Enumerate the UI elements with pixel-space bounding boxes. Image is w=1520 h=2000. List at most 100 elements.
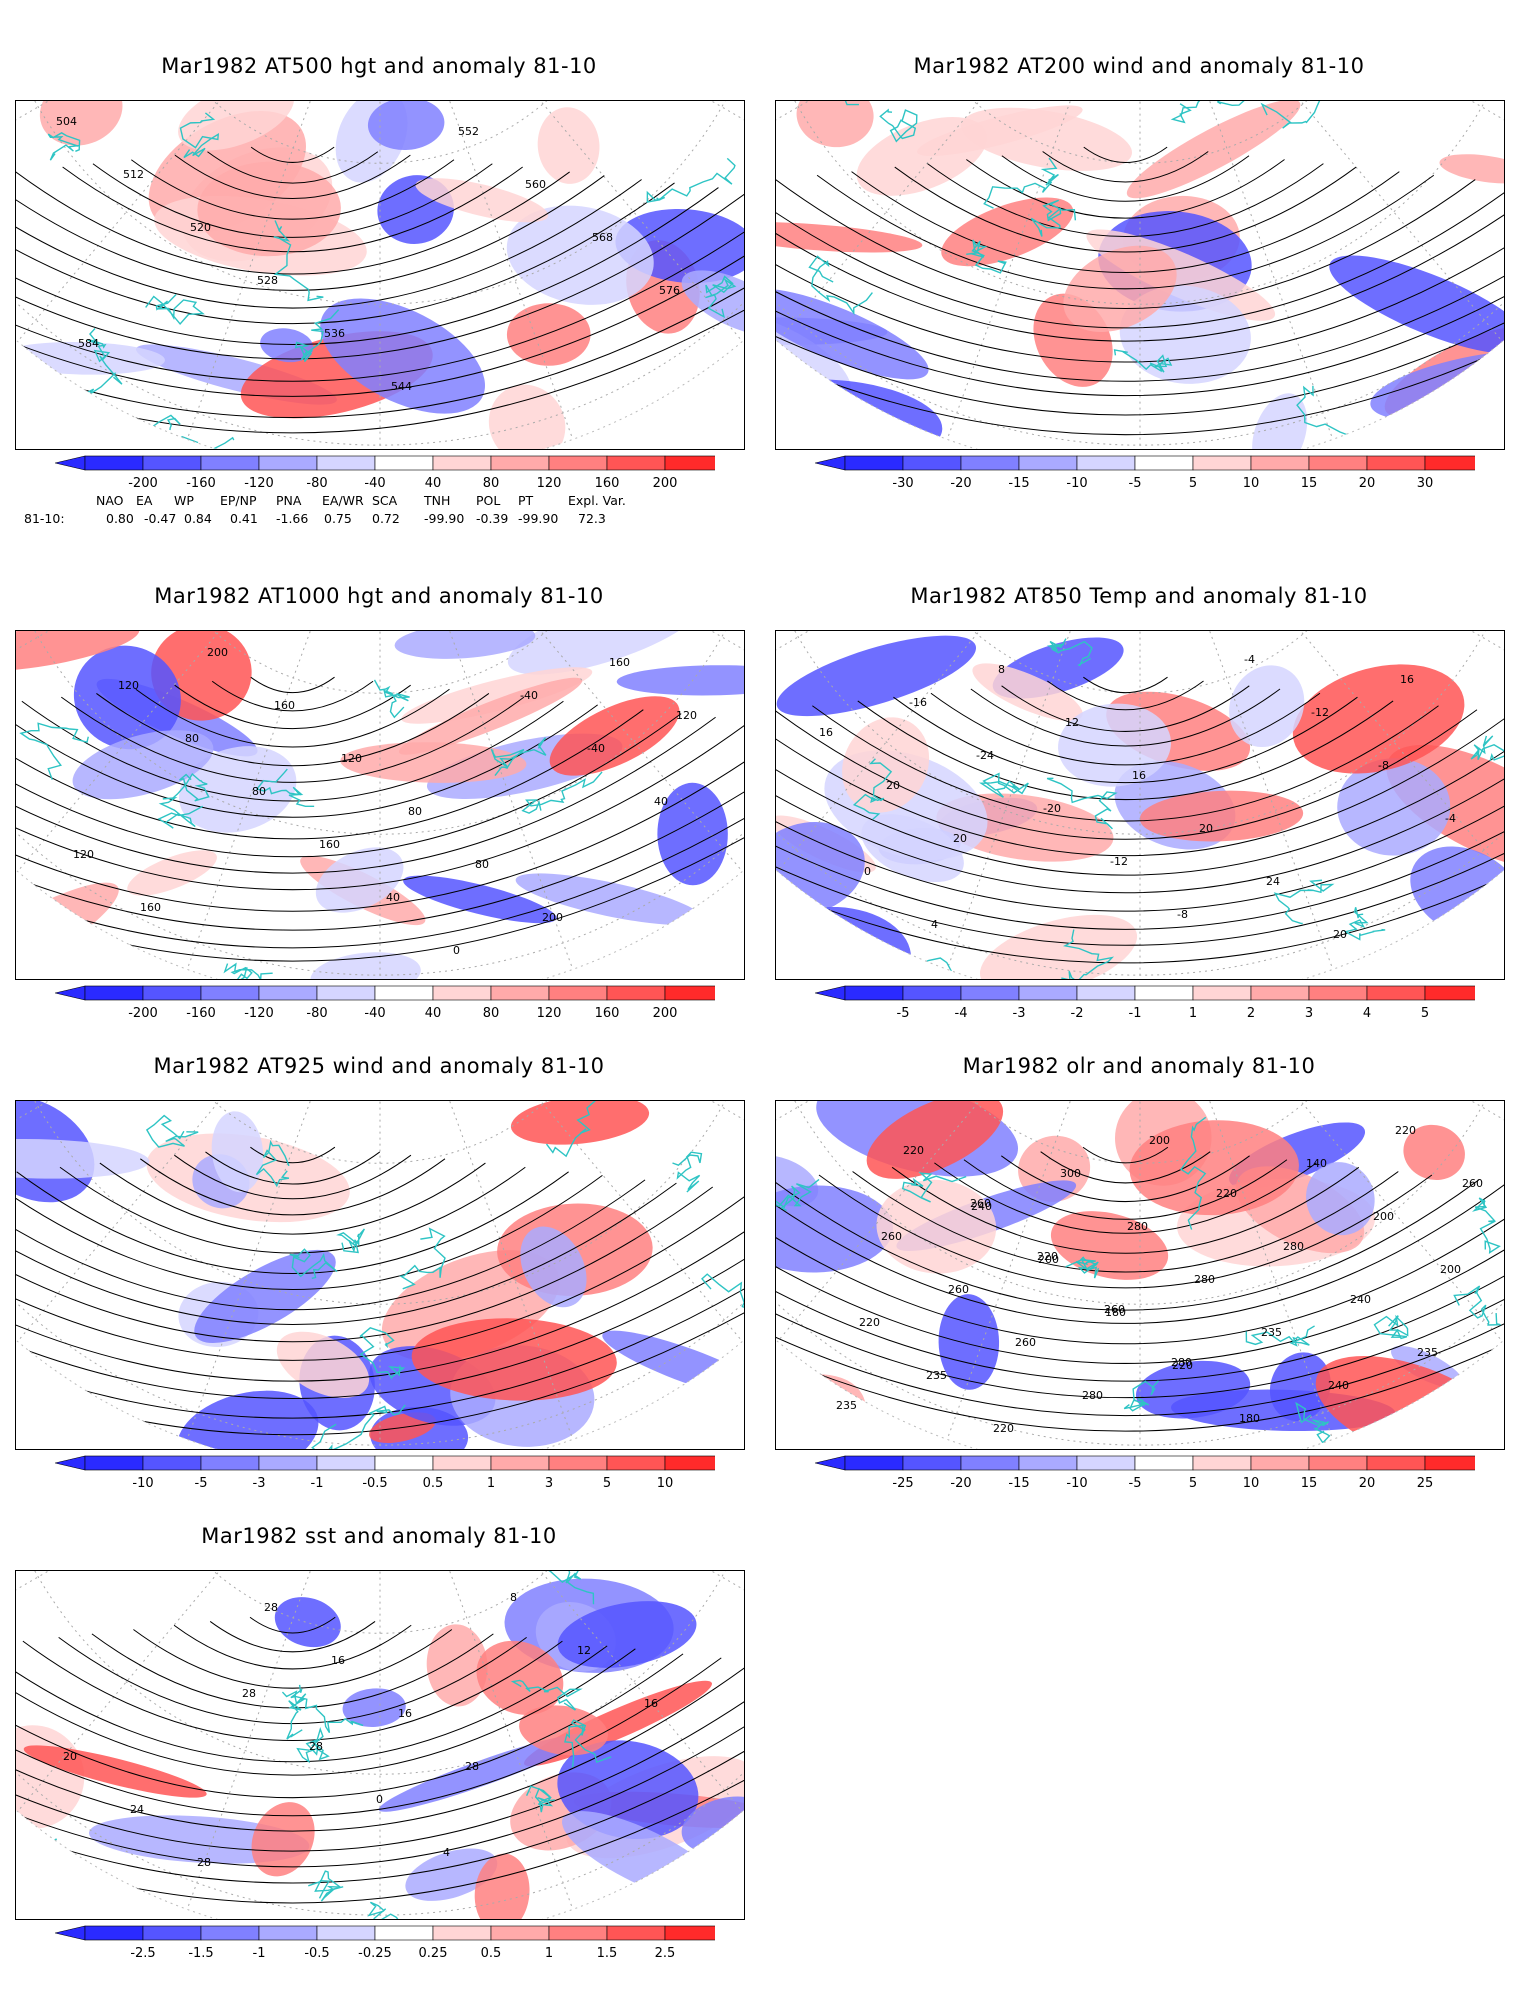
contour-label: -24 [976,749,994,762]
anomaly-shade [251,1802,315,1877]
contour-label: 235 [1261,1326,1282,1339]
colorbar-p1000: -200 -160 -120 -80 -40 40 80 120 160 200 [54,984,754,1021]
colorbar-segment [258,985,318,1001]
contour-label: 576 [659,284,680,297]
colorbar-segment [548,1455,608,1471]
contour-label: 260 [1462,1177,1483,1190]
colorbar-segment [84,985,144,1001]
contour-label: 20 [953,832,967,845]
anomaly-shade [1129,1120,1299,1216]
anomaly-shade [260,328,314,363]
colorbar-segment [432,1925,492,1941]
contour-label: 12 [577,1644,591,1657]
contour-label: 16 [398,1707,412,1720]
colorbar-tick-label: 30 [1416,476,1434,491]
colorbar-tick-label: -5 [194,1476,208,1491]
colorbar-tick-label: -0.5 [362,1476,388,1491]
colorbar-tick-label: -120 [244,1006,274,1021]
contour-label: 260 [881,1230,902,1243]
colorbar-segment [200,985,260,1001]
colorbar-segment [1076,1455,1136,1471]
colorbar-segment [960,455,1020,471]
colorbar-tick-label: -1 [252,1946,266,1961]
colorbar-segment [664,455,724,471]
colorbar-segment [1366,985,1426,1001]
colorbar-segment [142,985,202,1001]
teleconnection-value: -0.39 [476,511,509,526]
contour-label: 240 [1350,1293,1371,1306]
colorbar-segment [1076,455,1136,471]
colorbar-arrow-left [814,985,846,1001]
contour-label: 200 [1440,1263,1461,1276]
anomaly-shade [776,222,923,253]
contour-label: 16 [644,1697,658,1710]
teleconnection-value: 0.41 [230,511,258,526]
colorbar-segment [844,1455,904,1471]
anomaly-shade [274,1597,341,1648]
contour-label: 4 [443,1846,450,1859]
teleconnection-value: 0.75 [324,511,352,526]
colorbar-tick-label: 5 [1420,1006,1430,1021]
colorbar-tick-label: -80 [306,476,328,491]
colorbar-tick-label: 15 [1300,476,1318,491]
anomaly-shade [941,197,1074,267]
anomaly-shade [394,631,536,659]
colorbar-segment [1424,985,1484,1001]
map-p500: 504 512 520 528 536 544 552 560 568 576 584 [15,100,745,450]
anomaly-shade [1229,665,1305,748]
colorbar-tick-label: -10 [1066,1476,1088,1491]
contour-label: 280 [1127,1220,1148,1233]
colorbar-segment [1366,455,1426,471]
teleconnection-value: -99.90 [424,511,465,526]
anomaly-shade [510,1101,650,1145]
colorbar-tick-label: -160 [186,1006,216,1021]
teleconnection-header: POL [476,493,501,508]
anomaly-shade [515,873,703,925]
contour-label: 235 [836,1399,857,1412]
contour-label: 220 [1216,1187,1237,1200]
contour-label: 16 [1132,769,1146,782]
colorbar-segment [200,455,260,471]
map-canvas-p500: 504 512 520 528 536 544 552 560 568 576 584 [16,101,744,449]
colorbar-segment [606,1925,666,1941]
anomaly-shade [197,161,341,257]
colorbar-tick-label: -5 [1128,1476,1142,1491]
contour-label: 536 [324,327,345,340]
map-canvas-polr: 2402001802201801402002002202352203002802… [776,1101,1504,1449]
anomaly-shade [1403,1124,1465,1181]
contour-label: 220 [1172,1359,1193,1372]
colorbar-segment [374,1455,434,1471]
colorbar-tick-label: -0.25 [358,1946,392,1961]
contour-label: -4 [1445,812,1456,825]
map-canvas-p925 [16,1101,744,1449]
colorbar-segment [316,455,376,471]
panel-title-psst: Mar1982 sst and anomaly 81-10 [201,1524,557,1548]
colorbar-segment [664,1925,724,1941]
anomaly-shade [320,298,486,414]
anomaly-shade [506,205,654,305]
contour-label: 220 [1037,1250,1058,1263]
panel-title-polr: Mar1982 olr and anomaly 81-10 [962,1054,1316,1078]
colorbar-tick-label: -200 [128,1006,158,1021]
colorbar-tick-label: 25 [1416,1476,1434,1491]
teleconnection-header: EA/WR [322,493,364,508]
colorbar-segment [316,985,376,1001]
anomaly-shade [398,677,583,755]
anomaly-shade [1292,664,1465,774]
map-canvas-p850: -16 -24 -20 -12 -8 -4 -12 -8 -4 0 4 8 12 16 20 24 20 16 16… [776,631,1504,979]
colorbar-tick-label: -0.5 [304,1946,330,1961]
colorbar-tick-label: -15 [1008,476,1030,491]
contour-label: 8 [510,1591,517,1604]
contour-label: 240 [1328,1379,1349,1392]
contour-label: 180 [1239,1412,1260,1425]
teleconnection-value: 0.80 [106,511,134,526]
contour-label: 40 [386,891,400,904]
contour-label: 140 [1306,1157,1327,1170]
colorbar-segment [844,455,904,471]
anomaly-shade [1058,703,1172,787]
colorbar-segment [490,1455,550,1471]
colorbar-segment [960,985,1020,1001]
colorbar-tick-label: 1 [544,1946,554,1961]
colorbar-segment [1134,455,1194,471]
teleconnection-value: -99.90 [518,511,559,526]
